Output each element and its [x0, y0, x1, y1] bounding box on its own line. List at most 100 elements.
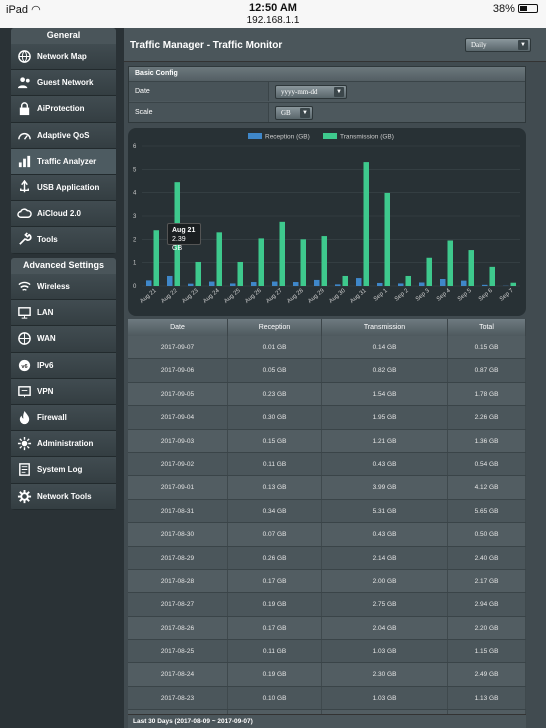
sidebar-item-traffic-analyzer[interactable]: Traffic Analyzer [11, 148, 116, 175]
cell-date: 2017-08-26 [128, 616, 228, 640]
x-tick-label: Aug 26 [244, 288, 263, 305]
sidebar-item-network-tools[interactable]: Network Tools [11, 483, 116, 510]
sidebar-item-adaptive-qos[interactable]: Adaptive QoS [11, 122, 116, 149]
cell-date: 2017-09-04 [128, 406, 228, 429]
cell-reception: 0.30 GB [228, 406, 322, 429]
cell-reception: 0.17 GB [228, 569, 322, 593]
traffic-table: Date Reception Transmission Total 2017-0… [128, 319, 526, 728]
table-row: 2017-09-01 0.13 GB 3.99 GB 4.12 GB [128, 476, 526, 500]
table-row: 2017-08-28 0.17 GB 2.00 GB 2.17 GB [128, 569, 526, 594]
globe-icon [16, 331, 32, 347]
table-row: 2017-08-26 0.17 GB 2.04 GB 2.20 GB [128, 616, 526, 641]
sidebar-item-lan[interactable]: LAN [11, 300, 116, 327]
clock: 12:50 AM [249, 2, 297, 14]
table-row: 2017-08-31 0.34 GB 5.31 GB 5.65 GB [128, 499, 526, 524]
address-bar[interactable]: 192.168.1.1 [246, 15, 300, 26]
bar-reception [419, 282, 425, 286]
cell-transmission: 0.43 GB [322, 523, 448, 546]
sidebar-item-tools[interactable]: Tools [11, 227, 116, 254]
y-tick-label: 4 [133, 191, 137, 197]
x-tick-label: Aug 28 [286, 288, 305, 305]
cell-date: 2017-09-02 [128, 452, 228, 476]
cell-transmission: 1.03 GB [322, 640, 448, 663]
usb-icon [16, 180, 32, 196]
cell-date: 2017-08-25 [128, 640, 228, 663]
sidebar-item-ipv6[interactable]: v6 IPv6 [11, 352, 116, 379]
legend-label: Transmission (GB) [340, 134, 394, 141]
sidebar-item-vpn[interactable]: VPN [11, 378, 116, 405]
cell-total: 2.94 GB [448, 593, 526, 616]
table-row: 2017-08-27 0.19 GB 2.75 GB 2.94 GB [128, 593, 526, 617]
sidebar-item-label: Network Tools [37, 491, 92, 501]
col-transmission[interactable]: Transmission [322, 319, 448, 336]
x-tick-label: Sep 7 [499, 288, 515, 303]
cell-transmission: 2.30 GB [322, 663, 448, 686]
cell-transmission: 2.00 GB [322, 569, 448, 593]
lan-icon [16, 305, 32, 321]
x-tick-label: Aug 21 [139, 288, 158, 305]
cell-transmission: 2.04 GB [322, 616, 448, 640]
table-row: 2017-08-24 0.19 GB 2.30 GB 2.49 GB [128, 663, 526, 687]
cell-total: 5.65 GB [448, 499, 526, 523]
table-row: 2017-09-03 0.15 GB 1.21 GB 1.36 GB [128, 429, 526, 453]
x-tick-label: Aug 23 [181, 288, 200, 305]
date-label: Date [129, 82, 269, 101]
bar-transmission [363, 162, 369, 286]
bar-transmission [489, 266, 495, 286]
bar-reception [398, 283, 404, 286]
sidebar-item-aiprotection[interactable]: AiProtection [11, 96, 116, 123]
sidebar-item-network-map[interactable]: Network Map [11, 44, 116, 71]
cell-reception: 0.11 GB [228, 640, 322, 663]
sidebar-item-label: WAN [37, 334, 56, 344]
bar-reception [167, 275, 173, 286]
admin-icon [16, 436, 32, 452]
cell-date: 2017-09-05 [128, 382, 228, 406]
date-select[interactable]: yyyy-mm-dd ▼ [275, 85, 347, 99]
bar-reception [293, 282, 299, 286]
cell-total: 0.54 GB [448, 452, 526, 476]
scale-select[interactable]: GB ▼ [275, 106, 313, 120]
period-select[interactable]: Daily ▼ [465, 38, 531, 52]
table-row: 2017-09-02 0.11 GB 0.43 GB 0.54 GB [128, 452, 526, 477]
cell-date: 2017-09-03 [128, 429, 228, 452]
menu-general: General Network Map Guest Network AiProtec… [11, 28, 116, 254]
cell-reception: 0.26 GB [228, 546, 322, 569]
ipv6-icon: v6 [16, 357, 32, 373]
bar-transmission [237, 261, 243, 286]
scale-label: Scale [129, 103, 269, 122]
cell-total: 1.13 GB [448, 686, 526, 710]
bar-transmission [258, 238, 264, 286]
col-total[interactable]: Total [448, 319, 526, 336]
sidebar-item-label: System Log [37, 465, 83, 475]
sidebar-item-usb-application[interactable]: USB Application [11, 174, 116, 202]
cell-date: 2017-08-28 [128, 569, 228, 593]
x-tick-label: Sep 2 [394, 288, 410, 303]
col-date[interactable]: Date [128, 319, 228, 336]
tooltip-value: 2.39 GB [172, 236, 186, 252]
scale-row: Scale GB ▼ [129, 102, 525, 122]
cell-date: 2017-08-31 [128, 499, 228, 523]
wifi-status-icon: ◠ [31, 4, 41, 16]
bar-reception [251, 282, 257, 286]
cell-reception: 0.11 GB [228, 452, 322, 476]
sidebar-item-system-log[interactable]: System Log [11, 457, 116, 484]
sidebar-item-label: Network Map [37, 52, 87, 62]
bar-reception [335, 284, 341, 286]
sidebar-item-aicloud-2-0[interactable]: AiCloud 2.0 [11, 201, 116, 228]
sidebar-item-wireless[interactable]: Wireless [11, 274, 116, 301]
y-tick-label: 0 [133, 284, 137, 290]
x-tick-label: Sep 5 [457, 288, 473, 303]
x-tick-label: Aug 25 [223, 288, 242, 305]
cell-date: 2017-08-29 [128, 546, 228, 569]
col-reception[interactable]: Reception [228, 319, 322, 336]
sidebar-item-firewall[interactable]: Firewall [11, 404, 116, 432]
cell-total: 2.40 GB [448, 546, 526, 569]
sidebar-item-administration[interactable]: Administration [11, 431, 116, 458]
router-page: General Network Map Guest Network AiProtec… [0, 28, 546, 728]
sidebar-item-wan[interactable]: WAN [11, 326, 116, 353]
x-tick-label: Aug 29 [307, 288, 326, 305]
sidebar-item-guest-network[interactable]: Guest Network [11, 70, 116, 97]
ios-status-bar: iPad ◠ 12:50 AM 192.168.1.1 38% [0, 0, 546, 28]
menu-general-head: General [11, 28, 116, 44]
cell-total: 2.49 GB [448, 663, 526, 686]
